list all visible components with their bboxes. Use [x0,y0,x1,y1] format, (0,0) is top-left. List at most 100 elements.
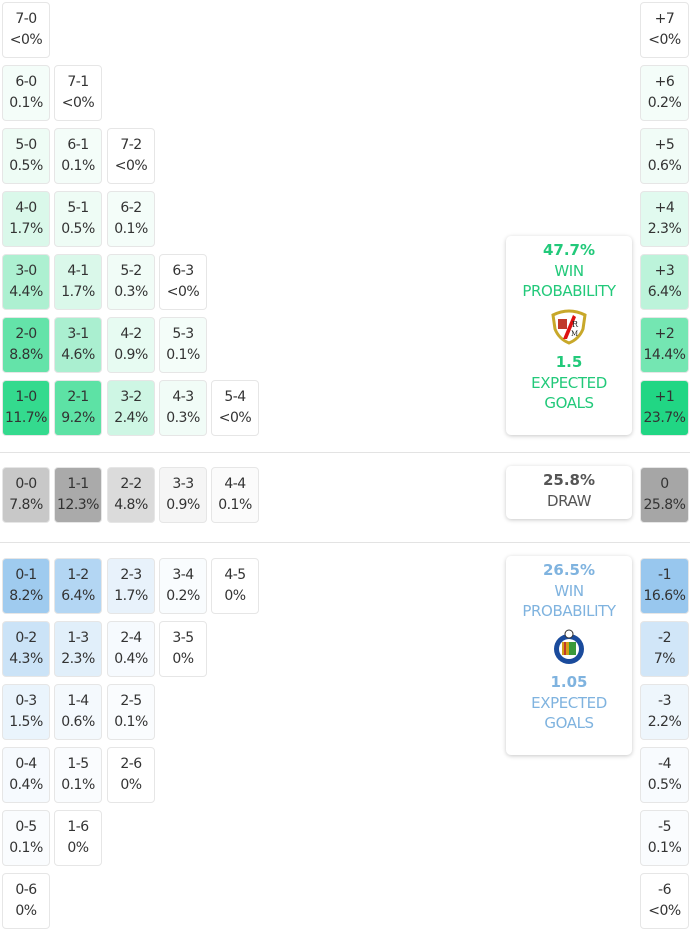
score-label: +1 [654,389,675,405]
draw-summary-card: 25.8% DRAW [506,466,632,519]
probability-label: 11.7% [5,410,47,426]
margin-cell: +4 2.3% [640,191,689,247]
score-label: 4-3 [172,389,194,405]
margin-cell: +3 6.4% [640,254,689,310]
away-win-label-2: PROBABILITY [522,602,616,620]
probability-label: 0.1% [166,347,200,363]
score-label: 5-1 [67,200,89,216]
probability-label: 23.7% [643,410,686,426]
probability-label: 0.5% [647,777,682,793]
score-label: 0-3 [15,693,37,709]
away-xg: 1.05 [550,673,588,691]
score-cell: 7-1 <0% [54,65,102,121]
score-cell: 0-4 0.4% [2,747,50,803]
probability-label: 0.1% [9,95,43,111]
probability-label: 0.1% [61,158,95,174]
score-label: 7-2 [120,137,142,153]
score-label: 3-4 [172,567,194,583]
probability-label: 2.2% [647,714,682,730]
probability-label: 9.2% [61,410,95,426]
score-cell: 1-1 12.3% [54,467,102,523]
probability-label: 0% [67,840,89,856]
probability-label: 0.2% [166,588,200,604]
svg-text:M: M [571,330,578,338]
score-cell: 6-1 0.1% [54,128,102,184]
probability-label: <0% [114,158,148,174]
probability-label: 1.7% [61,284,95,300]
score-cell: 2-2 4.8% [107,467,155,523]
score-label: 5-2 [120,263,142,279]
score-label: 0-6 [15,882,37,898]
score-cell: 4-5 0% [211,558,259,614]
probability-label: 0.9% [114,347,148,363]
probability-label: 14.4% [643,347,686,363]
score-cell: 0-2 4.3% [2,621,50,677]
score-cell: 1-5 0.1% [54,747,102,803]
probability-label: 0.5% [61,221,95,237]
score-label: +5 [654,137,675,153]
score-label: 2-5 [120,693,142,709]
probability-label: 0.2% [647,95,682,111]
probability-label: 0.3% [166,410,200,426]
margin-cell: -6 <0% [640,873,689,929]
probability-label: 0.1% [61,777,95,793]
score-label: 2-0 [15,326,37,342]
margin-cell: -2 7% [640,621,689,677]
probability-label: <0% [218,410,252,426]
probability-label: 2.4% [114,410,148,426]
probability-label: 0% [172,651,194,667]
probability-label: 1.7% [9,221,43,237]
svg-text:R: R [572,320,579,329]
probability-label: 0% [224,588,246,604]
margin-cell: -5 0.1% [640,810,689,866]
probability-label: 6.4% [61,588,95,604]
score-label: +3 [654,263,675,279]
probability-label: <0% [166,284,200,300]
score-cell: 0-6 0% [2,873,50,929]
probability-label: 8.2% [9,588,43,604]
away-xg-label: EXPECTED [531,694,607,712]
score-cell: 4-2 0.9% [107,317,155,373]
score-cell: 4-1 1.7% [54,254,102,310]
draw-label: DRAW [546,492,592,510]
score-cell: 5-1 0.5% [54,191,102,247]
score-cell: 7-0 <0% [2,2,50,58]
margin-cell: -4 0.5% [640,747,689,803]
probability-label: 0.1% [647,840,682,856]
probability-label: <0% [648,903,681,919]
probability-label: 0.1% [9,840,43,856]
score-label: 0-0 [15,476,37,492]
probability-label: 0.1% [114,714,148,730]
probability-label: <0% [9,32,43,48]
probability-label: 0.4% [9,777,43,793]
margin-cell: +5 0.6% [640,128,689,184]
probability-label: 2.3% [647,221,682,237]
margin-cell: -1 16.6% [640,558,689,614]
score-cell: 6-2 0.1% [107,191,155,247]
score-label: 1-4 [67,693,89,709]
score-cell: 0-5 0.1% [2,810,50,866]
score-label: +7 [654,11,675,27]
home-xg: 1.5 [555,353,583,371]
probability-label: 0.3% [114,284,148,300]
score-label: 0-2 [15,630,37,646]
getafe-crest-icon [554,629,584,664]
score-label: 2-3 [120,567,142,583]
away-win-label: WIN [554,582,584,600]
score-label: 1-2 [67,567,89,583]
score-cell: 5-0 0.5% [2,128,50,184]
score-label: -3 [658,693,671,709]
score-cell: 3-3 0.9% [159,467,207,523]
score-label: 4-0 [15,200,37,216]
score-label: 2-4 [120,630,142,646]
score-label: 5-3 [172,326,194,342]
score-cell: 2-3 1.7% [107,558,155,614]
score-label: 3-5 [172,630,194,646]
score-label: -2 [658,630,671,646]
probability-label: 12.3% [57,497,99,513]
probability-label: 0.5% [9,158,43,174]
score-label: 4-5 [224,567,246,583]
score-label: 1-3 [67,630,89,646]
score-cell: 1-0 11.7% [2,380,50,436]
probability-label: 1.5% [9,714,43,730]
